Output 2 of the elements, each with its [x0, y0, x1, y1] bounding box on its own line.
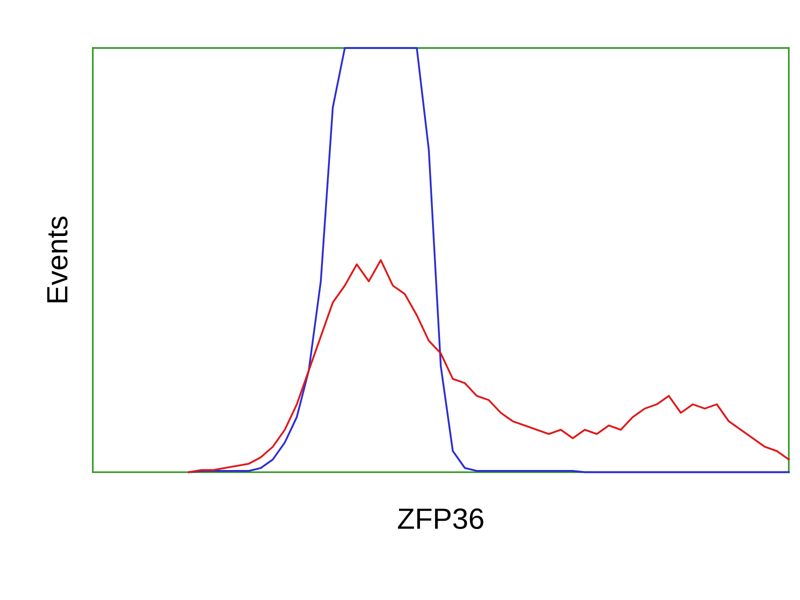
y-axis-title: Events [47, 216, 68, 302]
x-axis-title: ZFP36 [398, 508, 484, 530]
